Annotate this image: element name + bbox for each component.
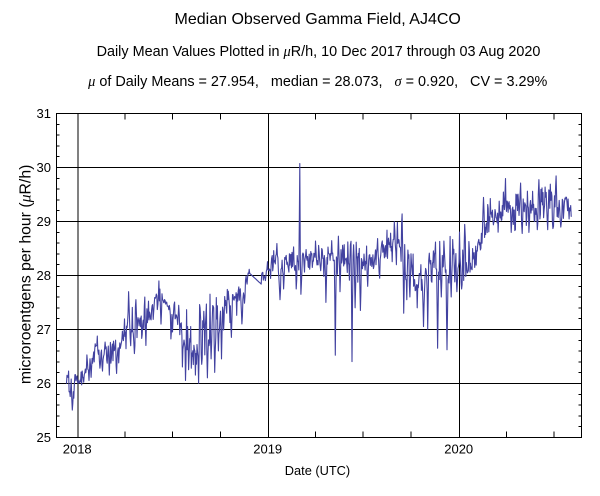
svg-text:25: 25 (37, 430, 51, 445)
svg-text:Daily Mean Values Plotted in μ: Daily Mean Values Plotted in μR/h, 10 De… (97, 44, 541, 60)
svg-text:μ of Daily Means = 27.954, m: μ of Daily Means = 27.954, median = 28.0… (87, 74, 547, 90)
svg-text:Date (UTC): Date (UTC) (285, 463, 350, 478)
svg-text:2019: 2019 (253, 441, 282, 456)
svg-text:31: 31 (37, 106, 51, 121)
svg-text:2018: 2018 (63, 441, 92, 456)
svg-text:30: 30 (37, 160, 51, 175)
svg-text:Median Observed Gamma Field, A: Median Observed Gamma Field, AJ4CO (175, 11, 461, 28)
svg-text:2020: 2020 (444, 441, 473, 456)
svg-text:26: 26 (37, 376, 51, 391)
svg-text:microroentgens per hour (μR/h): microroentgens per hour (μR/h) (18, 165, 35, 385)
svg-text:28: 28 (37, 268, 51, 283)
svg-text:27: 27 (37, 322, 51, 337)
svg-text:29: 29 (37, 214, 51, 229)
